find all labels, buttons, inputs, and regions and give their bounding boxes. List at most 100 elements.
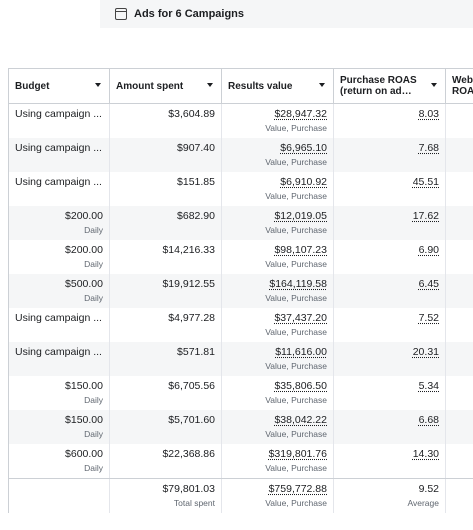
budget-cell: $200.00 Daily bbox=[8, 240, 110, 274]
table-row: $600.00 Daily $22,368.86 $319,801.76 Value, … bbox=[8, 444, 473, 478]
table-row: $200.00 Daily $682.90 $12,019.05 Value, Purc… bbox=[8, 206, 473, 240]
results-value: $35,806.50 bbox=[274, 380, 327, 392]
web-roas-cell bbox=[446, 308, 473, 342]
results-note: Value, Purchase bbox=[265, 293, 327, 303]
results-value: $6,910.92 bbox=[280, 176, 327, 188]
web-roas-cell bbox=[446, 342, 473, 376]
budget: Using campaign ... bbox=[15, 108, 102, 120]
table-row: Using campaign ... $4,977.28 $37,437.20 Val… bbox=[8, 308, 473, 342]
column-header[interactable]: Purchase ROAS (return on ad… bbox=[334, 69, 446, 103]
budget-cell: $150.00 Daily bbox=[8, 376, 110, 410]
budget: Using campaign ... bbox=[15, 346, 102, 358]
web-roas-cell bbox=[446, 376, 473, 410]
amount-spent: $151.85 bbox=[177, 176, 215, 188]
results-cell: $11,616.00 Value, Purchase bbox=[222, 342, 334, 376]
roas: 7.52 bbox=[418, 312, 439, 324]
total-amount-cell: $79,801.03 Total spent bbox=[110, 479, 222, 513]
sort-icon[interactable] bbox=[319, 83, 325, 87]
budget-cell: $500.00 Daily bbox=[8, 274, 110, 308]
results-note: Value, Purchase bbox=[265, 123, 327, 133]
column-label: Web ROA bbox=[452, 75, 473, 97]
budget: $600.00 bbox=[65, 448, 103, 460]
budget: $150.00 bbox=[65, 380, 103, 392]
sort-icon[interactable] bbox=[431, 83, 437, 87]
amount-spent: $571.81 bbox=[177, 346, 215, 358]
results-value: $11,616.00 bbox=[275, 346, 327, 358]
web-roas-cell bbox=[446, 274, 473, 308]
roas-cell: 6.45 bbox=[334, 274, 446, 308]
sort-icon[interactable] bbox=[207, 83, 213, 87]
amount-cell: $4,977.28 bbox=[110, 308, 222, 342]
results-value: $98,107.23 bbox=[274, 244, 327, 256]
roas: 6.68 bbox=[418, 414, 439, 426]
results-cell: $28,947.32 Value, Purchase bbox=[222, 104, 334, 138]
results-cell: $37,437.20 Value, Purchase bbox=[222, 308, 334, 342]
roas: 5.34 bbox=[418, 380, 439, 392]
amount-cell: $3,604.89 bbox=[110, 104, 222, 138]
budget-note: Daily bbox=[84, 395, 103, 405]
column-label: Budget bbox=[15, 80, 50, 92]
amount-spent: $14,216.33 bbox=[162, 244, 215, 256]
total-amount: $79,801.03 bbox=[162, 483, 215, 495]
results-cell: $164,119.58 Value, Purchase bbox=[222, 274, 334, 308]
roas: 20.31 bbox=[412, 346, 439, 358]
column-header[interactable]: Amount spent bbox=[110, 69, 222, 103]
amount-spent: $22,368.86 bbox=[162, 448, 215, 460]
budget-note: Daily bbox=[84, 463, 103, 473]
budget-cell: Using campaign ... bbox=[8, 172, 110, 206]
roas: 6.90 bbox=[418, 244, 439, 256]
total-web-roas-cell bbox=[446, 479, 473, 513]
header-row: Budget Amount spent Results value Purchase … bbox=[8, 68, 473, 104]
web-roas-cell bbox=[446, 104, 473, 138]
results-value: $6,965.10 bbox=[280, 142, 327, 154]
budget-cell: $150.00 Daily bbox=[8, 410, 110, 444]
results-cell: $6,910.92 Value, Purchase bbox=[222, 172, 334, 206]
budget-note: Daily bbox=[84, 259, 103, 269]
total-results-cell: $759,772.88 Value, Purchase bbox=[222, 479, 334, 513]
results-value: $12,019.05 bbox=[274, 210, 327, 222]
amount-cell: $22,368.86 bbox=[110, 444, 222, 478]
total-roas-cell: 9.52 Average bbox=[334, 479, 446, 513]
roas: 8.03 bbox=[418, 108, 439, 120]
budget: Using campaign ... bbox=[15, 176, 102, 188]
amount-cell: $14,216.33 bbox=[110, 240, 222, 274]
roas-cell: 17.62 bbox=[334, 206, 446, 240]
table-row: $200.00 Daily $14,216.33 $98,107.23 Value, P… bbox=[8, 240, 473, 274]
sort-icon[interactable] bbox=[95, 83, 101, 87]
results-note: Value, Purchase bbox=[265, 361, 327, 371]
budget-note: Daily bbox=[84, 429, 103, 439]
table-row: $150.00 Daily $6,705.56 $35,806.50 Value, Pu… bbox=[8, 376, 473, 410]
roas-cell: 14.30 bbox=[334, 444, 446, 478]
roas: 45.51 bbox=[412, 176, 439, 188]
budget: Using campaign ... bbox=[15, 312, 102, 324]
amount-cell: $19,912.55 bbox=[110, 274, 222, 308]
results-note: Value, Purchase bbox=[265, 395, 327, 405]
total-roas-note: Average bbox=[407, 498, 439, 508]
budget-cell: Using campaign ... bbox=[8, 342, 110, 376]
column-header[interactable]: Results value bbox=[222, 69, 334, 103]
budget: $500.00 bbox=[65, 278, 103, 290]
total-amount-note: Total spent bbox=[173, 498, 215, 508]
web-roas-cell bbox=[446, 240, 473, 274]
table-row: $150.00 Daily $5,701.60 $38,042.22 Value, Pu… bbox=[8, 410, 473, 444]
amount-cell: $682.90 bbox=[110, 206, 222, 240]
budget-note: Daily bbox=[84, 293, 103, 303]
budget-cell: Using campaign ... bbox=[8, 138, 110, 172]
results-note: Value, Purchase bbox=[265, 157, 327, 167]
table-row: Using campaign ... $907.40 $6,965.10 Value,… bbox=[8, 138, 473, 172]
table-row: Using campaign ... $151.85 $6,910.92 Value,… bbox=[8, 172, 473, 206]
amount-spent: $907.40 bbox=[177, 142, 215, 154]
table-row: $500.00 Daily $19,912.55 $164,119.58 Value, … bbox=[8, 274, 473, 308]
roas: 17.62 bbox=[412, 210, 439, 222]
amount-cell: $571.81 bbox=[110, 342, 222, 376]
roas: 6.45 bbox=[418, 278, 439, 290]
table: Budget Amount spent Results value Purchase … bbox=[8, 68, 473, 513]
column-header[interactable]: Web ROA bbox=[446, 69, 473, 103]
results-cell: $319,801.76 Value, Purchase bbox=[222, 444, 334, 478]
budget-cell: Using campaign ... bbox=[8, 308, 110, 342]
roas-cell: 7.52 bbox=[334, 308, 446, 342]
amount-spent: $6,705.56 bbox=[168, 380, 215, 392]
column-header[interactable]: Budget bbox=[8, 69, 110, 103]
results-cell: $38,042.22 Value, Purchase bbox=[222, 410, 334, 444]
amount-cell: $6,705.56 bbox=[110, 376, 222, 410]
